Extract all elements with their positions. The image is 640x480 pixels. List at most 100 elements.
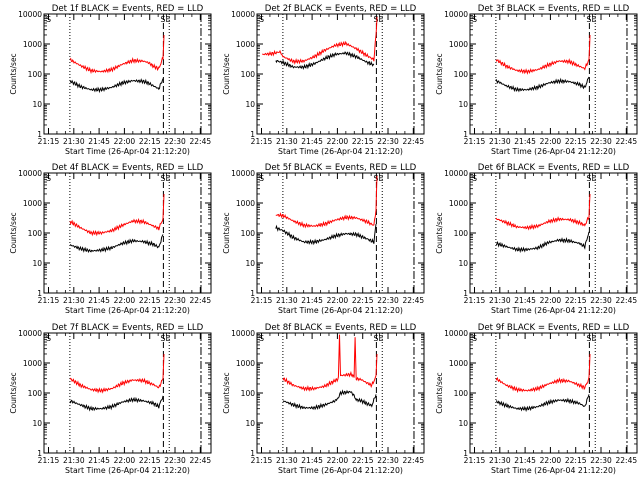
x-tick-label: 21:15 xyxy=(464,456,486,465)
y-tick-label: 1000 xyxy=(449,359,468,368)
x-tick-label: 22:00 xyxy=(327,296,349,305)
y-axis-label: Counts/sec xyxy=(435,212,444,253)
y-tick-label: 10 xyxy=(32,419,42,428)
x-tick-label: 22:45 xyxy=(403,137,425,146)
marker-label-end: SE xyxy=(586,334,596,343)
x-tick-label: 21:45 xyxy=(514,456,536,465)
chart-title: Det 9f BLACK = Events, RED = LLD xyxy=(478,323,630,333)
x-tick-label: 22:30 xyxy=(164,456,186,465)
x-tick-label: 22:15 xyxy=(565,296,587,305)
y-axis-label: Counts/sec xyxy=(222,212,231,253)
x-tick-label: 22:30 xyxy=(590,296,612,305)
y-tick-label: 10 xyxy=(245,100,255,109)
x-tick-label: 21:45 xyxy=(514,137,536,146)
x-tick-label: 22:30 xyxy=(590,456,612,465)
y-tick-label: 100 xyxy=(241,70,256,79)
x-tick-label: 21:45 xyxy=(88,296,110,305)
y-tick-label: 1 xyxy=(37,449,42,458)
x-tick-label: 21:15 xyxy=(464,137,486,146)
x-tick-label: 22:00 xyxy=(114,296,136,305)
plot-frame xyxy=(256,13,425,135)
marker-label-start: S xyxy=(46,15,51,24)
x-tick-label: 22:30 xyxy=(377,137,399,146)
events-series-line xyxy=(69,395,164,412)
y-tick-label: 10000 xyxy=(444,329,468,338)
x-tick-label: 22:45 xyxy=(403,456,425,465)
x-tick-label: 22:30 xyxy=(164,296,186,305)
lld-series-line xyxy=(275,175,378,229)
x-axis-label: Start Time (26-Apr-04 21:12:20) xyxy=(491,147,616,156)
marker-label-end: SE xyxy=(373,174,383,183)
x-tick-label: 22:00 xyxy=(540,296,562,305)
y-axis-label: Counts/sec xyxy=(435,372,444,413)
events-series-line xyxy=(275,223,377,246)
x-axis-label: Start Time (26-Apr-04 21:12:20) xyxy=(491,306,616,315)
y-tick-label: 10000 xyxy=(444,169,468,178)
y-tick-label: 100 xyxy=(241,229,256,238)
x-tick-label: 22:00 xyxy=(540,456,562,465)
y-axis-label: Counts/sec xyxy=(9,53,18,94)
y-tick-label: 10000 xyxy=(444,10,468,19)
marker-label-end: SE xyxy=(160,174,170,183)
y-axis-label: Counts/sec xyxy=(222,372,231,413)
x-tick-label: 22:30 xyxy=(377,296,399,305)
x-tick-label: 22:00 xyxy=(114,456,136,465)
y-tick-label: 1 xyxy=(463,449,468,458)
x-tick-label: 21:15 xyxy=(251,137,273,146)
y-tick-label: 1000 xyxy=(236,199,255,208)
y-tick-label: 1 xyxy=(37,130,42,139)
x-tick-label: 21:30 xyxy=(63,137,85,146)
x-axis-label: Start Time (26-Apr-04 21:12:20) xyxy=(278,306,403,315)
chart-panel-1: Det 1f BLACK = Events, RED = LLD 1 10 100 10… xyxy=(9,4,212,156)
y-tick-label: 1 xyxy=(250,130,255,139)
chart-title: Det 7f BLACK = Events, RED = LLD xyxy=(52,323,204,333)
chart-panel-2: Det 2f BLACK = Events, RED = LLD 1 10 100 10… xyxy=(222,4,425,156)
y-tick-label: 1000 xyxy=(449,40,468,49)
plot-frame xyxy=(469,332,638,454)
events-series-line xyxy=(495,231,590,254)
events-series-line xyxy=(495,76,590,93)
x-axis-label: Start Time (26-Apr-04 21:12:20) xyxy=(65,147,190,156)
x-tick-label: 22:15 xyxy=(139,137,161,146)
y-tick-label: 100 xyxy=(241,389,256,398)
y-tick-label: 1000 xyxy=(23,199,42,208)
plot-frame xyxy=(256,172,425,294)
x-tick-label: 22:15 xyxy=(565,137,587,146)
y-tick-label: 10000 xyxy=(231,10,255,19)
x-axis-label: Start Time (26-Apr-04 21:12:20) xyxy=(491,466,616,475)
y-tick-label: 100 xyxy=(28,229,43,238)
lld-series-line xyxy=(495,34,591,75)
y-tick-label: 10 xyxy=(458,419,468,428)
x-tick-label: 21:30 xyxy=(489,456,511,465)
x-axis-label: Start Time (26-Apr-04 21:12:20) xyxy=(278,466,403,475)
x-tick-label: 22:15 xyxy=(139,296,161,305)
x-tick-label: 22:45 xyxy=(616,296,638,305)
lld-series-line xyxy=(69,193,165,237)
events-series-line xyxy=(275,51,375,71)
x-tick-label: 22:45 xyxy=(616,137,638,146)
x-tick-label: 22:00 xyxy=(327,456,349,465)
marker-label-end: SE xyxy=(160,15,170,24)
y-tick-label: 100 xyxy=(454,229,469,238)
chart-title: Det 2f BLACK = Events, RED = LLD xyxy=(265,4,417,14)
events-series-line xyxy=(69,78,164,94)
y-axis-label: Counts/sec xyxy=(9,212,18,253)
x-tick-label: 21:15 xyxy=(38,296,60,305)
y-tick-label: 1 xyxy=(463,130,468,139)
y-tick-label: 10 xyxy=(32,259,42,268)
lld-series-line xyxy=(262,16,378,65)
x-tick-label: 21:45 xyxy=(514,296,536,305)
lld-series-line xyxy=(495,193,591,231)
y-tick-label: 1 xyxy=(250,449,255,458)
y-tick-label: 10000 xyxy=(18,329,42,338)
x-tick-label: 22:45 xyxy=(190,456,212,465)
x-tick-label: 21:15 xyxy=(251,296,273,305)
marker-label-end: SE xyxy=(586,15,596,24)
y-tick-label: 10 xyxy=(458,259,468,268)
marker-label-end: SE xyxy=(160,334,170,343)
events-series-line xyxy=(69,234,164,254)
plot-frame xyxy=(43,172,212,294)
y-tick-label: 10 xyxy=(32,100,42,109)
plot-frame xyxy=(43,332,212,454)
